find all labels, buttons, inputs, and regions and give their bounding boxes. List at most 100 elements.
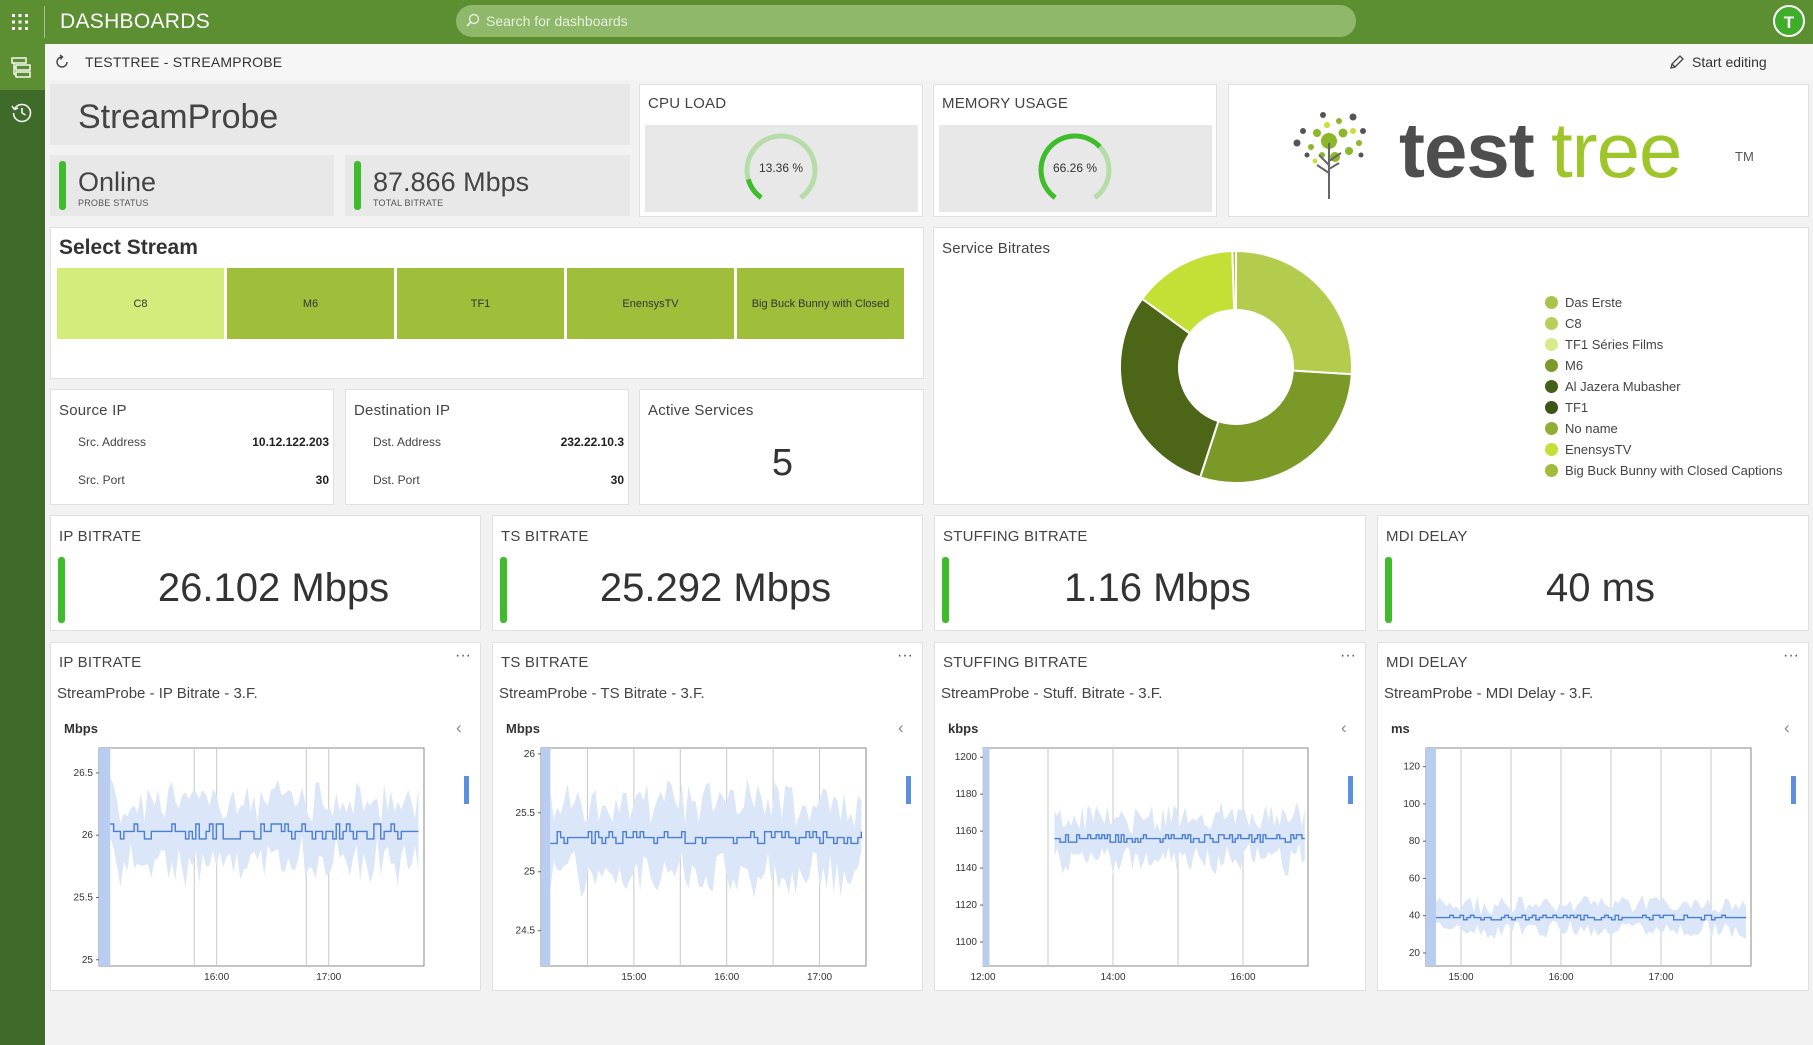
source-ip-tile: Source IP Src. Address 10.12.122.203 Src… [50,389,334,505]
current-window-band [99,748,111,966]
refresh-icon[interactable] [53,53,71,71]
ip-bitrate-chart: 25 25.5 26 26.5 16:00 17:00 [74,747,469,983]
y-tick-label: 1120 [955,900,977,911]
y-tick-label: 26 [82,830,94,841]
y-tick-label: 25 [82,955,94,966]
cpu-load-tile: CPU LOAD 13.36 % [639,84,923,217]
chart-subtitle: StreamProbe - Stuff. Bitrate - 3.F. [941,685,1163,702]
chart-more-icon[interactable]: ··· [1783,647,1799,664]
legend-dot [1545,464,1558,477]
start-editing-label: Start editing [1692,54,1767,70]
donut-slice[interactable] [1231,249,1237,312]
ip-bitrate-chart-tile: IP BITRATE ··· StreamProbe - IP Bitrate … [50,642,481,991]
series-line [550,830,863,845]
search-box[interactable] [456,5,1356,37]
donut-slice[interactable] [1198,369,1353,484]
legend-dot [1545,317,1558,330]
search-input[interactable] [486,5,1346,37]
src-port-label: Src. Port [78,473,125,487]
scroll-handle[interactable] [1348,776,1353,804]
min-max-band [110,776,419,888]
total-bitrate-label: TOTAL BITRATE [373,198,444,208]
chart-title: TS BITRATE [501,654,589,671]
kpi-value: 40 ms [1546,566,1655,610]
memory-gauge [1038,133,1112,200]
plot-area [1425,747,1752,967]
chevron-left-icon[interactable]: ‹ [898,718,904,737]
kpi-ip-bitrate-tile: IP BITRATE 26.102 Mbps [50,515,481,631]
chart-unit-label: ms [1391,721,1410,736]
src-address-value: 10.12.122.203 [252,435,329,449]
y-tick-label: 40 [1409,911,1421,922]
stream-button-big-buck-bunny[interactable]: Big Buck Bunny with Closed [737,268,904,339]
user-avatar[interactable]: T [1773,5,1805,37]
scroll-handle[interactable] [464,776,469,804]
legend-dot [1545,401,1558,414]
y-tick-label: 1180 [955,789,977,800]
logo-text-test: test [1399,106,1535,194]
status-indicator [59,161,66,210]
y-tick-label: 26.5 [74,768,94,779]
y-tick-label: 25.5 [74,892,94,903]
chart-title: STUFFING BITRATE [943,654,1088,671]
donut-slice[interactable] [1235,249,1353,376]
cpu-gauge [744,133,818,200]
chart-more-icon[interactable]: ··· [1340,647,1356,664]
donut-slice[interactable] [1119,297,1220,479]
x-tick-label: 16:00 [714,972,739,983]
probe-name: StreamProbe [78,98,279,136]
chevron-left-icon[interactable]: ‹ [1784,718,1790,737]
x-tick-label: 16:00 [204,972,229,983]
y-tick-label: 60 [1409,873,1421,884]
chart-unit-label: kbps [948,721,979,736]
y-tick-label: 1140 [955,863,977,874]
ts-bitrate-chart: 24.5 25 25.5 26 15:00 16:00 17:00 [516,747,911,983]
y-tick-label: 1160 [955,826,977,837]
chart-more-icon[interactable]: ··· [897,647,913,664]
kpi-title: MDI DELAY [1386,528,1468,545]
sidebar-history-button[interactable] [0,90,45,136]
apps-grid-icon[interactable] [10,12,30,32]
scroll-handle[interactable] [1791,776,1796,804]
legend-dot [1545,338,1558,351]
probe-status-panel: Online PROBE STATUS [50,155,334,216]
kpi-value: 25.292 Mbps [599,566,832,610]
stream-button-m6[interactable]: M6 [227,268,394,339]
chevron-left-icon[interactable]: ‹ [456,718,462,737]
service-bitrates-donut [1119,249,1353,484]
probe-name-panel: StreamProbe [50,84,630,145]
chart-more-icon[interactable]: ··· [455,647,471,664]
kpi-title: STUFFING BITRATE [943,528,1088,545]
y-tick-label: 26 [524,749,536,760]
dashboard-tree-icon [11,57,31,78]
breadcrumb-bar: TESTTREE - STREAMPROBE Start editing ··· [45,44,1813,80]
service-bitrates-title: Service Bitrates [942,240,1051,257]
probe-overview: StreamProbe Online PROBE STATUS 87.866 M… [50,84,630,217]
memory-usage-tile: MEMORY USAGE 66.26 % [933,84,1217,217]
kpi-title: IP BITRATE [59,528,142,545]
kpi-title: TS BITRATE [501,528,589,545]
stream-button-tf1[interactable]: TF1 [397,268,564,339]
current-window-band [983,748,990,966]
dst-address-label: Dst. Address [373,435,442,449]
stuffing-bitrate-chart: 1100 1120 1140 1160 1180 1200 12:00 14:00 16:00 [955,747,1353,983]
y-tick-label: 24.5 [516,926,536,937]
stream-button-enensystv[interactable]: EnensysTV [567,268,734,339]
dst-port-value: 30 [610,473,624,487]
scroll-handle[interactable] [906,776,911,804]
y-tick-label: 80 [1409,836,1421,847]
total-bitrate-value: 87.866 Mbps [373,167,530,197]
service-bitrates-tile: Service Bitrates Das Erste C8 TF1 Séries… [933,227,1809,505]
chevron-left-icon[interactable]: ‹ [1341,718,1347,737]
cpu-load-title: CPU LOAD [648,95,727,112]
stream-button-c8[interactable]: C8 [57,268,224,339]
chart-subtitle: StreamProbe - IP Bitrate - 3.F. [57,685,258,702]
testtree-logo-icon [1293,112,1366,199]
destination-ip-tile: Destination IP Dst. Address 232.22.10.3 … [345,389,629,505]
source-ip-title: Source IP [59,402,127,419]
destination-ip-title: Destination IP [354,402,451,419]
logo-text-tree: tree [1551,106,1682,194]
service-bitrates-legend: Das Erste C8 TF1 Séries Films M6 Al Jaze… [1545,295,1805,495]
mdi-delay-chart: 20 40 60 80 100 120 15:00 16:00 17:00 [1403,747,1796,983]
sidebar-dashboards-button[interactable] [0,44,45,90]
